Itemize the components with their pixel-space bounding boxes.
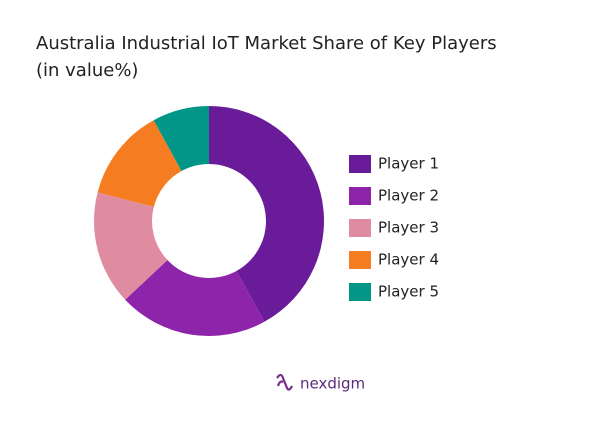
legend-label: Player 5 [378, 283, 439, 301]
legend-label: Player 3 [378, 219, 439, 237]
legend-label: Player 1 [378, 155, 439, 173]
slice [94, 192, 168, 300]
legend-swatch [349, 155, 371, 173]
legend-swatch [349, 187, 371, 205]
legend-swatch [349, 219, 371, 237]
chart-title: Australia Industrial IoT Market Share of… [36, 33, 497, 54]
slice [209, 106, 324, 322]
logo-text: nexdigm [300, 375, 365, 393]
slice [125, 260, 265, 337]
chart-subtitle: (in value%) [36, 60, 138, 81]
legend-label: Player 2 [378, 187, 439, 205]
slice [153, 106, 209, 172]
legend-label: Player 4 [378, 251, 439, 269]
slice [97, 120, 182, 207]
legend-swatch [349, 251, 371, 269]
logo-icon [276, 373, 293, 391]
legend-swatch [349, 283, 371, 301]
